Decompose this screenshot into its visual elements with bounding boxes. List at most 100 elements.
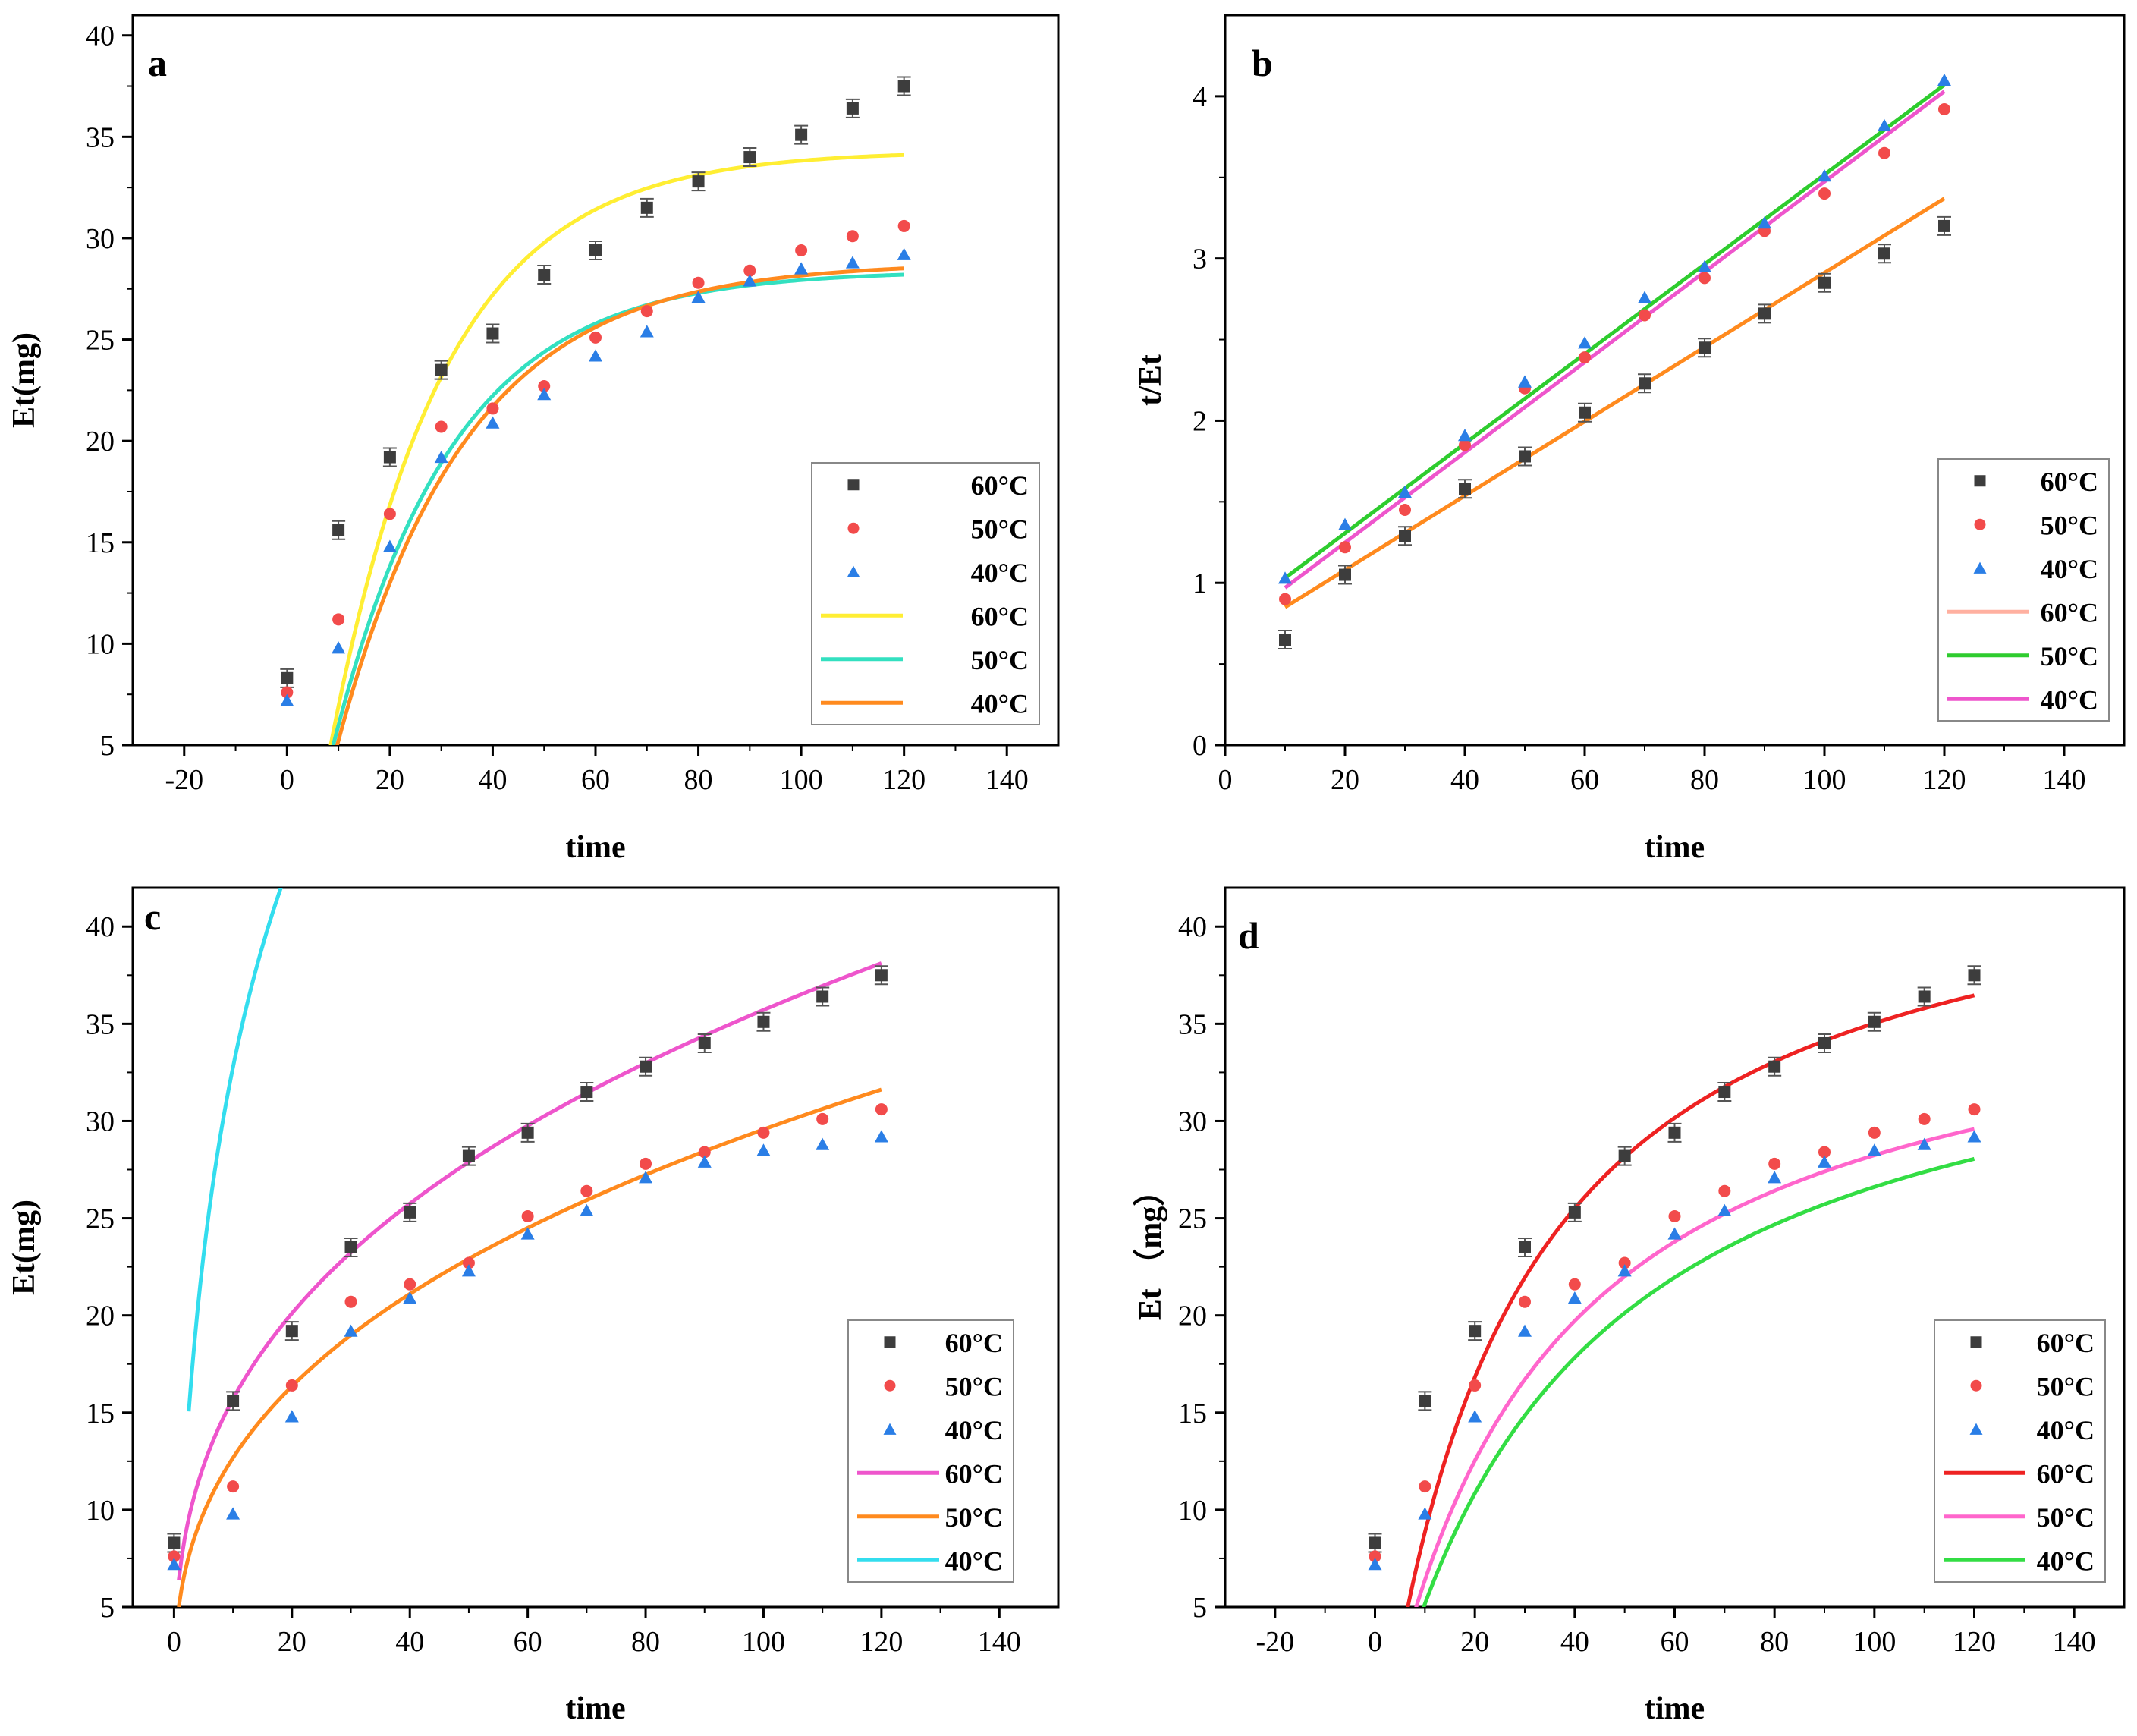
marker-series-40c — [1278, 73, 1951, 584]
data-point — [640, 1157, 652, 1170]
legend-marker — [884, 1336, 896, 1348]
data-point — [1818, 1036, 1831, 1049]
data-point — [1718, 1086, 1731, 1099]
legend-label: 50°C — [2041, 641, 2098, 671]
legend-label: 40°C — [2037, 1415, 2095, 1445]
marker-series-50c — [281, 219, 910, 699]
data-point — [1717, 1203, 1732, 1216]
data-point — [1639, 377, 1651, 390]
data-point — [640, 325, 654, 338]
x-tick-label: 40 — [1450, 764, 1479, 796]
data-point — [1698, 259, 1711, 272]
legend-label: 60°C — [2041, 597, 2098, 627]
legend-label: 40°C — [2041, 554, 2098, 584]
legend-label: 50°C — [2041, 510, 2098, 540]
x-tick-label: 80 — [1760, 1626, 1789, 1658]
data-point — [697, 1155, 712, 1168]
legend-label: 60°C — [945, 1458, 1003, 1489]
data-point — [1668, 1210, 1681, 1223]
y-tick-label: 10 — [86, 628, 115, 660]
data-point — [692, 276, 705, 289]
y-tick-label: 20 — [1178, 1300, 1207, 1332]
data-point — [691, 290, 706, 303]
data-point — [1818, 276, 1831, 289]
data-point — [1818, 169, 1831, 182]
marker-series-50c — [1369, 1103, 1981, 1563]
data-point — [521, 1210, 534, 1223]
fit-curves — [1406, 993, 1975, 1607]
y-tick-label: 35 — [1178, 1008, 1207, 1040]
data-point — [1938, 102, 1950, 115]
fit-line-60c — [328, 153, 904, 745]
legend-label: 50°C — [971, 645, 1029, 675]
data-point — [639, 1171, 653, 1184]
data-point — [461, 1264, 476, 1277]
legend-marker — [884, 1379, 896, 1392]
legend: 60°C 50°C 40°C 60°C 50°C 40°C — [1937, 458, 2110, 722]
x-tick-label: 80 — [684, 764, 713, 796]
marker-series-50c — [1279, 102, 1950, 605]
x-tick-label: 40 — [1560, 1626, 1589, 1658]
data-point — [168, 1550, 181, 1563]
data-point — [1579, 406, 1591, 419]
data-point — [1918, 1112, 1931, 1125]
y-tick-label: 25 — [1178, 1203, 1207, 1235]
legend-label: 60°C — [2041, 467, 2098, 497]
x-tick-label: -20 — [165, 764, 203, 796]
x-tick-label: 0 — [280, 764, 294, 796]
y-tick-label: 5 — [100, 730, 115, 762]
fit-line-60c — [177, 961, 882, 1581]
data-point — [743, 274, 757, 287]
data-point — [816, 1137, 830, 1150]
x-tick-label: 60 — [1661, 1626, 1689, 1658]
legend-label: 50°C — [971, 514, 1029, 544]
legend-marker — [1974, 475, 1986, 487]
data-point — [1468, 1410, 1482, 1423]
chart-panel-a: -20 0 20 40 60 80 100 120 140 5 10 15 20 25 30 35 40 time… — [7, 14, 1060, 865]
data-point — [1519, 1295, 1531, 1308]
x-tick-label: 140 — [985, 764, 1029, 796]
fit-curves — [177, 888, 882, 1607]
data-point — [897, 219, 910, 232]
data-point — [1758, 307, 1771, 320]
data-point — [284, 1410, 299, 1423]
legend-label: 50°C — [945, 1502, 1003, 1533]
y-axis-label: Et(mg) — [7, 332, 42, 428]
data-point — [1818, 1155, 1831, 1168]
x-tick-label: 100 — [742, 1626, 785, 1658]
data-point — [1667, 1227, 1682, 1240]
legend-marker — [1969, 1423, 1983, 1435]
data-point — [1369, 1550, 1381, 1563]
data-point — [897, 247, 911, 260]
data-point — [897, 80, 910, 93]
y-tick-label: 15 — [1178, 1398, 1207, 1429]
x-tick-label: 100 — [780, 764, 823, 796]
data-point — [435, 420, 448, 433]
data-point — [1469, 1379, 1482, 1392]
data-point — [1768, 1171, 1782, 1184]
data-point — [1339, 568, 1351, 581]
data-point — [486, 327, 499, 340]
data-point — [1419, 1395, 1431, 1407]
x-tick-label: 140 — [978, 1626, 1021, 1658]
data-point — [403, 1291, 417, 1304]
fit-line-60c — [1284, 197, 1946, 609]
legend-marker — [847, 522, 860, 534]
legend-marker — [1974, 518, 1986, 530]
data-point — [743, 151, 756, 164]
data-point — [332, 613, 345, 626]
data-point — [1419, 1480, 1431, 1493]
data-point — [382, 539, 397, 552]
data-point — [520, 1227, 535, 1240]
data-point — [1338, 517, 1352, 530]
data-point — [1639, 309, 1651, 322]
x-tick-label: 100 — [1853, 1626, 1896, 1658]
data-point — [1918, 990, 1931, 1003]
data-point — [1818, 187, 1831, 200]
data-point — [226, 1507, 240, 1520]
x-axis-label: time — [1645, 830, 1705, 865]
y-tick-label: 35 — [86, 1008, 115, 1040]
x-tick-label: -20 — [1256, 1626, 1295, 1658]
data-point — [1768, 1060, 1781, 1073]
data-point — [404, 1278, 416, 1291]
